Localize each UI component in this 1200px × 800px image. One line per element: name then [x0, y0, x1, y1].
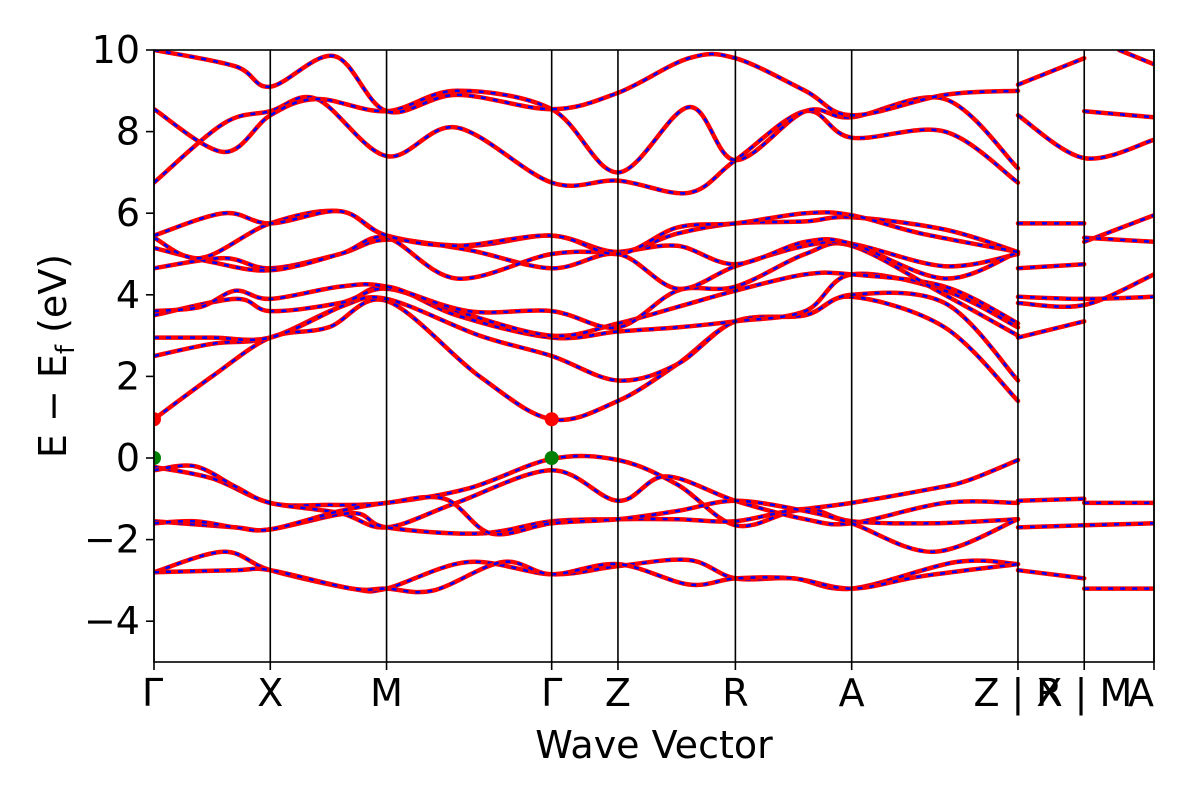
- band-8-overlay: [154, 291, 1019, 382]
- y-axis: −4 −2 0 2 4 6 8 10: [84, 28, 154, 643]
- cbm-marker-2: [544, 412, 559, 427]
- band-20-overlay: [1017, 522, 1154, 529]
- band-24-line: [1015, 319, 1087, 340]
- band-27-line: [1015, 261, 1087, 271]
- y-tick-label-4: 2: [116, 354, 140, 398]
- band-32-line: [1081, 108, 1154, 120]
- x-tick-label-9: R | M: [1036, 671, 1132, 716]
- y-axis-title-main: E − E: [31, 354, 75, 458]
- x-tick-label-6: R: [722, 671, 748, 715]
- band-4-overlay: [154, 495, 1019, 554]
- y-axis-title-unit: (eV): [31, 254, 75, 345]
- x-tick-label-3: M: [370, 671, 403, 715]
- y-tick-label-1: −4: [84, 599, 140, 643]
- y-tick-label-2: −2: [84, 518, 140, 562]
- x-tick-label-7: A: [839, 671, 865, 715]
- y-tick-label-5: 4: [116, 273, 140, 317]
- band-31-overlay: [1017, 114, 1154, 160]
- band-13-overlay: [154, 235, 1019, 280]
- y-axis-title-subscript: f: [51, 344, 81, 354]
- vbm-marker-1: [154, 451, 161, 465]
- extrema-markers: [154, 412, 559, 465]
- vbm-marker-2: [544, 451, 559, 465]
- y-tick-label-8: 10: [92, 28, 140, 72]
- x-tick-label-10: A: [1128, 671, 1154, 715]
- band-2-overlay: [154, 464, 1019, 529]
- band-26-overlay: [1017, 295, 1154, 301]
- band-33-line: [1015, 55, 1087, 87]
- x-tick-label-2: X: [257, 671, 283, 715]
- y-axis-title: E − Ef (eV): [31, 254, 81, 458]
- band-21-line: [1015, 496, 1087, 504]
- band-11-overlay: [154, 242, 1019, 337]
- band-26-line: [1015, 294, 1154, 302]
- y-tick-label-3: 0: [116, 436, 140, 480]
- y-tick-label-6: 6: [116, 191, 140, 235]
- cbm-marker-1: [154, 412, 161, 427]
- y-tick-label-7: 8: [116, 110, 140, 154]
- x-tick-label-5: Z: [605, 671, 631, 715]
- x-axis-title: Wave Vector: [535, 723, 773, 767]
- band-25-overlay: [1017, 273, 1154, 308]
- band-14-overlay: [154, 209, 1019, 260]
- plot-frame: [153, 49, 1155, 663]
- x-tick-label-1: Γ: [142, 671, 163, 715]
- x-tick-label-4: Γ: [541, 671, 562, 715]
- band-19-line: [1015, 567, 1087, 581]
- band-34-line: [1116, 50, 1154, 67]
- x-tick-label-8: Z | X: [973, 671, 1062, 716]
- band-30-line: [1081, 235, 1154, 245]
